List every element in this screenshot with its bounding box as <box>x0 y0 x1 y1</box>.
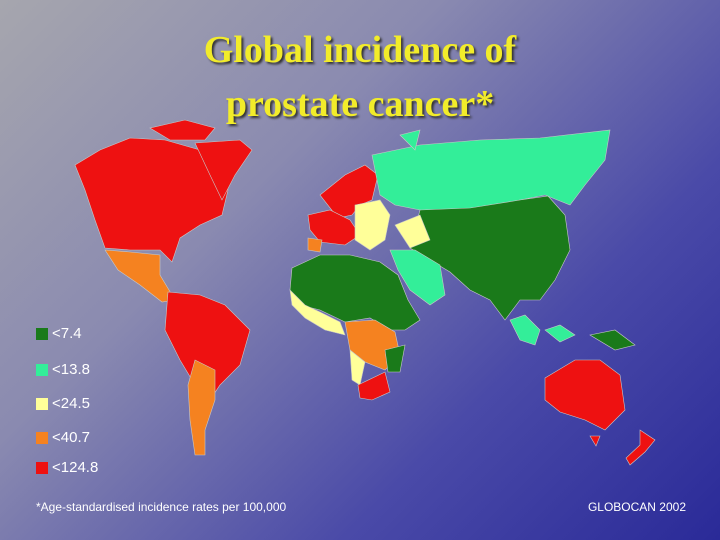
title-line: Global incidence of <box>203 29 517 71</box>
legend-swatch <box>36 462 48 474</box>
legend-label: <7.4 <box>52 325 82 342</box>
legend-swatch <box>36 364 48 376</box>
legend-label: <40.7 <box>52 429 90 446</box>
legend-label: <124.8 <box>52 459 99 476</box>
legend-swatch <box>36 328 48 340</box>
legend-swatch <box>36 398 48 410</box>
legend-label: <13.8 <box>52 361 90 378</box>
legend-swatch <box>36 432 48 444</box>
legend-label: <24.5 <box>52 395 90 412</box>
footnote: *Age-standardised incidence rates per 10… <box>36 500 287 514</box>
source: GLOBOCAN 2002 <box>587 500 686 514</box>
title-line: prostate cancer* <box>225 83 495 125</box>
